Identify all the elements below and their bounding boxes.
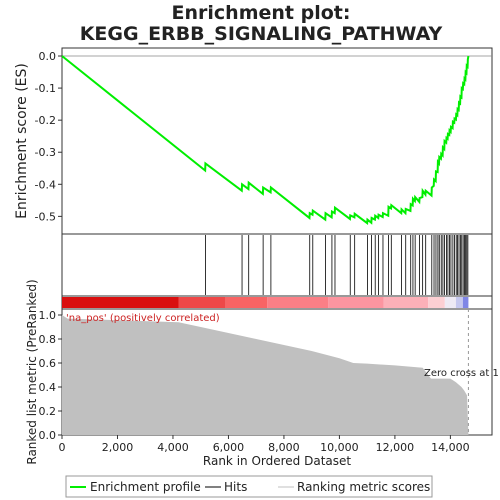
- x-tick-label: 4,000: [157, 441, 189, 454]
- ranking-metric-area: [62, 315, 469, 435]
- zero-cross-label: Zero cross at 1: [424, 368, 499, 379]
- es-y-tick-label: -0.4: [35, 178, 56, 191]
- chart-title-line1: Enrichment plot:: [172, 2, 351, 24]
- x-tick-label: 14,000: [431, 441, 470, 454]
- metric-y-tick-label: 1.0: [39, 309, 57, 322]
- legend-label-metric: Ranking metric scores: [297, 480, 430, 494]
- es-plot-frame: [61, 47, 493, 235]
- hits-panel-frame: [61, 233, 493, 297]
- es-y-tick-label: -0.5: [35, 210, 56, 223]
- legend-box: [65, 475, 433, 498]
- x-axis-label: Rank in Ordered Dataset: [203, 454, 351, 468]
- metric-y-tick-label: 0.8: [39, 333, 57, 346]
- metric-y-axis-label: Ranked list metric (PreRanked): [25, 279, 39, 464]
- es-y-tick-label: -0.1: [35, 82, 56, 95]
- heatmap-segment: [383, 297, 429, 308]
- x-tick-label: 10,000: [320, 441, 359, 454]
- metric-y-tick-label: 0.4: [39, 381, 57, 394]
- positive-correlation-label: 'na_pos' (positively correlated): [66, 313, 220, 324]
- heatmap-segment: [428, 297, 445, 308]
- heatmap-segment: [62, 297, 179, 308]
- x-tick-label: 12,000: [376, 441, 415, 454]
- heatmap-segment: [444, 297, 456, 308]
- es-y-tick-label: -0.2: [35, 114, 56, 127]
- metric-layer: [62, 309, 469, 435]
- heatmap-segment: [225, 297, 268, 308]
- es-y-axis-label: Enrichment score (ES): [14, 63, 30, 219]
- chart-title-line2: KEGG_ERBB_SIGNALING_PATHWAY: [80, 23, 443, 45]
- axes-layer: 0 2,000 4,000 6,000 8,000 10,000 12,000 14,000 0…: [35, 50, 470, 454]
- heatmap-segment: [178, 297, 226, 308]
- x-tick-label: 8,000: [268, 441, 300, 454]
- x-tick-label: 6,000: [213, 441, 245, 454]
- metric-y-tick-label: 0.6: [39, 357, 57, 370]
- heatmap-segment: [455, 297, 463, 308]
- es-y-tick-label: 0.0: [39, 50, 57, 63]
- x-tick-label: 2,000: [102, 441, 134, 454]
- enrichment-profile-line: [61, 55, 470, 225]
- legend-label-enrichment: Enrichment profile: [90, 480, 201, 494]
- es-y-tick-label: -0.3: [35, 146, 56, 159]
- heatmap-segment: [267, 297, 329, 308]
- heatmap-segment: [462, 297, 469, 308]
- x-tick-label: 0: [59, 441, 66, 454]
- heatmap-segment: [328, 297, 384, 308]
- es-layer: [61, 55, 492, 225]
- metric-y-tick-label: 0.0: [39, 429, 57, 442]
- metric-y-tick-label: 0.2: [39, 405, 57, 418]
- hits-layer: [205, 235, 469, 295]
- heatmap-layer: [62, 297, 469, 308]
- legend-label-hits: Hits: [224, 480, 247, 494]
